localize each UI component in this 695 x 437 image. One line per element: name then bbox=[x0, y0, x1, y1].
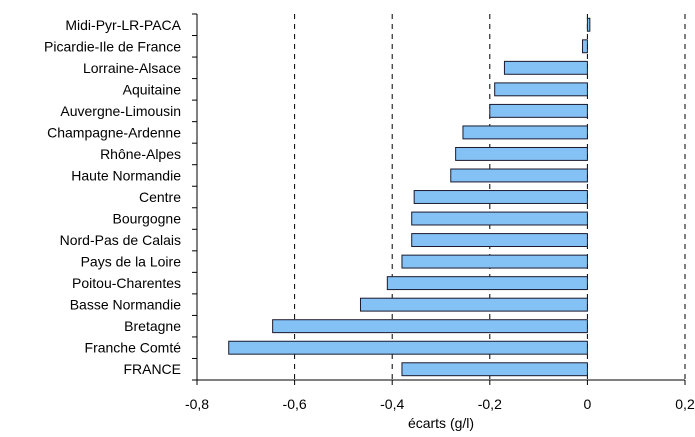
category-labels: Midi-Pyr-LR-PACA Picardie-Ile de France Lo… bbox=[44, 17, 182, 377]
category-label: Bretagne bbox=[124, 318, 181, 334]
bar bbox=[413, 190, 588, 204]
bar bbox=[401, 362, 588, 377]
category-label: Aquitaine bbox=[123, 81, 182, 97]
category-label: Rhône-Alpes bbox=[100, 146, 181, 162]
category-label: Lorraine-Alsace bbox=[83, 60, 181, 76]
x-tick-label: 0,2 bbox=[675, 396, 695, 412]
bar bbox=[494, 82, 588, 97]
x-tick-label: -0,8 bbox=[185, 396, 209, 412]
category-label: Poitou-Charentes bbox=[72, 275, 181, 291]
category-label: Haute Normandie bbox=[71, 167, 181, 183]
category-label: Auvergne-Limousin bbox=[60, 103, 181, 119]
category-label: Nord-Pas de Calais bbox=[60, 232, 181, 248]
category-label: Centre bbox=[139, 189, 181, 205]
category-label: FRANCE bbox=[123, 361, 181, 377]
category-label: Bourgogne bbox=[112, 211, 181, 227]
bar bbox=[586, 17, 591, 32]
x-axis-title: écarts (g/l) bbox=[408, 415, 474, 431]
bar bbox=[386, 276, 588, 291]
bar bbox=[359, 297, 588, 312]
bar bbox=[401, 254, 588, 269]
category-label: Champagne-Ardenne bbox=[47, 124, 181, 140]
x-tick-label: 0 bbox=[584, 396, 592, 412]
tick-labels: -0,8 -0,6 -0,4 -0,2 0 0,2 bbox=[185, 396, 695, 412]
bar bbox=[272, 319, 588, 334]
category-label: Franche Comté bbox=[85, 340, 182, 356]
bar bbox=[411, 211, 588, 226]
category-label: Midi-Pyr-LR-PACA bbox=[65, 17, 181, 33]
bar bbox=[455, 146, 588, 161]
x-tick-label: -0,6 bbox=[283, 396, 307, 412]
bar bbox=[450, 168, 588, 183]
bar bbox=[489, 103, 588, 118]
category-label: Picardie-Ile de France bbox=[44, 38, 181, 54]
category-label: Pays de la Loire bbox=[81, 254, 182, 270]
x-tick-label: -0,2 bbox=[478, 396, 502, 412]
bar bbox=[411, 233, 588, 248]
axes bbox=[192, 13, 686, 385]
bar bbox=[503, 60, 588, 75]
bars bbox=[228, 17, 591, 377]
bar bbox=[582, 39, 588, 54]
bar bbox=[462, 125, 588, 140]
bar bbox=[228, 340, 588, 355]
x-tick-label: -0,4 bbox=[380, 396, 404, 412]
category-label: Basse Normandie bbox=[70, 297, 181, 313]
